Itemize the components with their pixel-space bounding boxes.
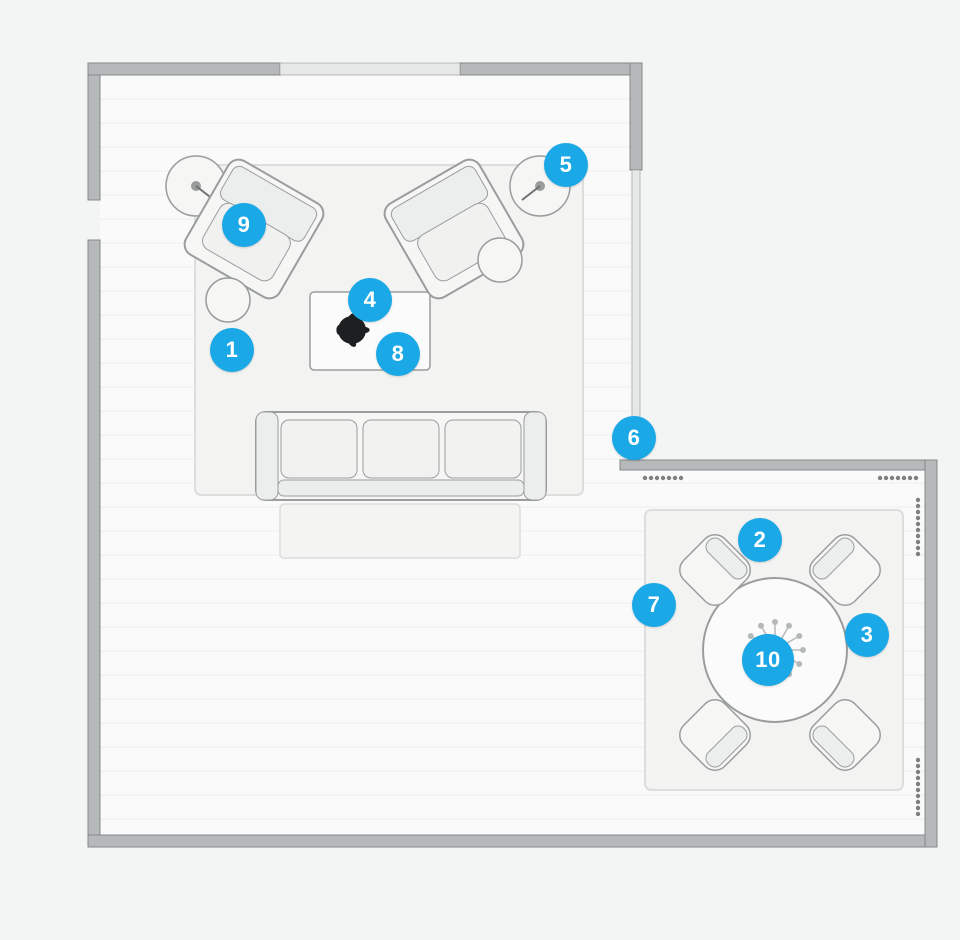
marker-label: 8 (392, 341, 405, 367)
marker-label: 1 (226, 337, 239, 363)
marker-9[interactable]: 9 (222, 203, 266, 247)
wall-right-upper (630, 63, 642, 170)
marker-2[interactable]: 2 (738, 518, 782, 562)
floorplan-canvas: 1 2 3 4 5 6 7 8 9 10 (0, 0, 960, 940)
floorplan-svg (0, 0, 960, 940)
marker-6[interactable]: 6 (612, 416, 656, 460)
marker-8[interactable]: 8 (376, 332, 420, 376)
wall-left-upper (88, 75, 100, 200)
marker-label: 10 (755, 647, 780, 673)
marker-3[interactable]: 3 (845, 613, 889, 657)
ottoman (478, 238, 522, 282)
sofa (256, 412, 546, 500)
wall-left-lower (88, 240, 100, 835)
wall-top-right (460, 63, 642, 75)
wall-nook-right (925, 460, 937, 847)
wall-bottom (88, 835, 937, 847)
marker-label: 7 (648, 592, 661, 618)
marker-4[interactable]: 4 (348, 278, 392, 322)
marker-7[interactable]: 7 (632, 583, 676, 627)
marker-label: 9 (238, 212, 251, 238)
sofa-front-rug (280, 504, 520, 558)
marker-label: 5 (560, 152, 573, 178)
marker-10[interactable]: 10 (742, 634, 794, 686)
ottoman (206, 278, 250, 322)
marker-5[interactable]: 5 (544, 143, 588, 187)
marker-label: 6 (628, 425, 641, 451)
marker-label: 4 (364, 287, 377, 313)
wall-top-left (88, 63, 280, 75)
marker-label: 2 (754, 527, 767, 553)
marker-1[interactable]: 1 (210, 328, 254, 372)
wall-nook-top (620, 460, 937, 470)
marker-label: 3 (861, 622, 874, 648)
